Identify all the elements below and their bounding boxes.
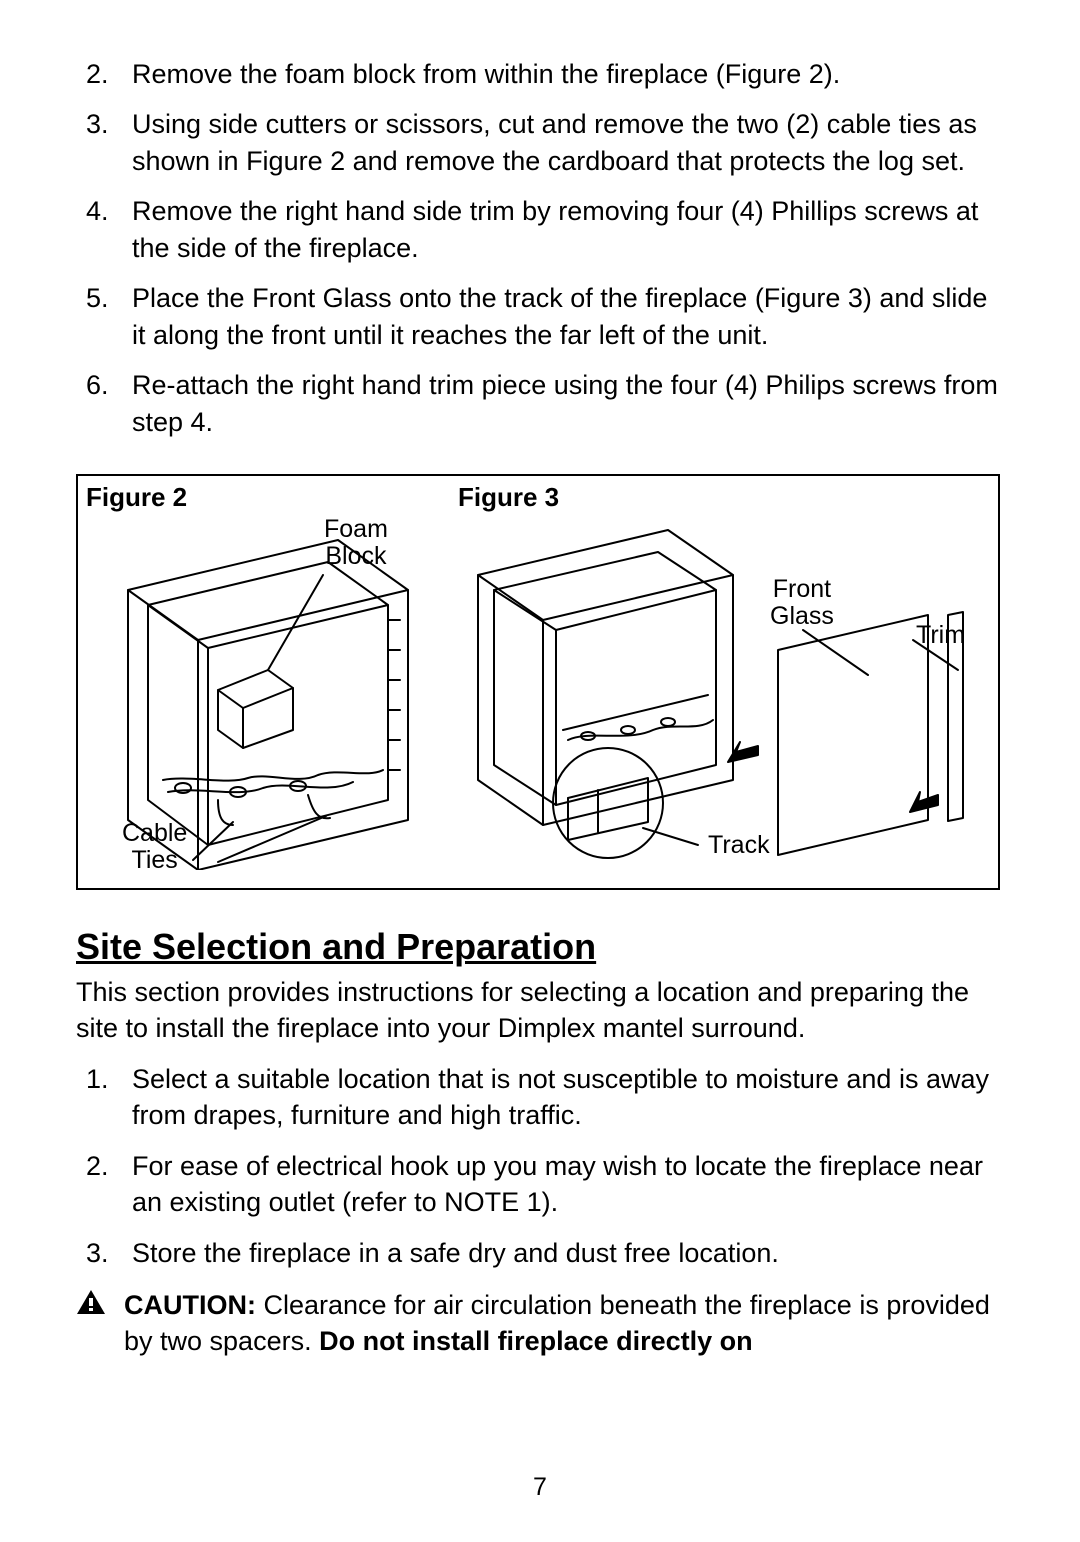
figure-2-title: Figure 2 [86,482,187,513]
site-step-3: Store the fireplace in a safe dry and du… [132,1235,1004,1271]
label-front-glass: FrontGlass [770,576,834,631]
figure-3-illustration [458,520,978,870]
caution-bold-tail: Do not install fireplace directly on [319,1326,753,1356]
page-content: Remove the foam block from within the fi… [0,0,1080,1400]
page-number: 7 [0,1473,1080,1502]
instruction-list-top: Remove the foam block from within the fi… [76,56,1004,440]
caution-label: CAUTION: [124,1290,256,1320]
label-cable-ties: CableTies [122,820,187,875]
step-2: Remove the foam block from within the fi… [132,56,1004,92]
site-step-2: For ease of electrical hook up you may w… [132,1148,1004,1221]
label-trim: Trim [916,622,965,650]
instruction-list-bottom: Select a suitable location that is not s… [76,1061,1004,1271]
step-5: Place the Front Glass onto the track of … [132,280,1004,353]
figure-2-illustration [88,520,438,870]
section-heading: Site Selection and Preparation [76,926,1004,968]
section-intro: This section provides instructions for s… [76,974,1004,1047]
figure-3-title: Figure 3 [458,482,559,513]
site-step-1: Select a suitable location that is not s… [132,1061,1004,1134]
step-4: Remove the right hand side trim by remov… [132,193,1004,266]
caution-text: CAUTION: Clearance for air circulation b… [124,1290,990,1356]
figure-container: Figure 2 Figure 3 [76,474,1000,890]
step-6: Re-attach the right hand trim piece usin… [132,367,1004,440]
label-foam-block: FoamBlock [324,516,388,571]
step-3: Using side cutters or scissors, cut and … [132,106,1004,179]
caution-block: CAUTION: Clearance for air circulation b… [76,1287,1004,1360]
label-track: Track [708,832,770,860]
warning-icon [76,1289,106,1315]
